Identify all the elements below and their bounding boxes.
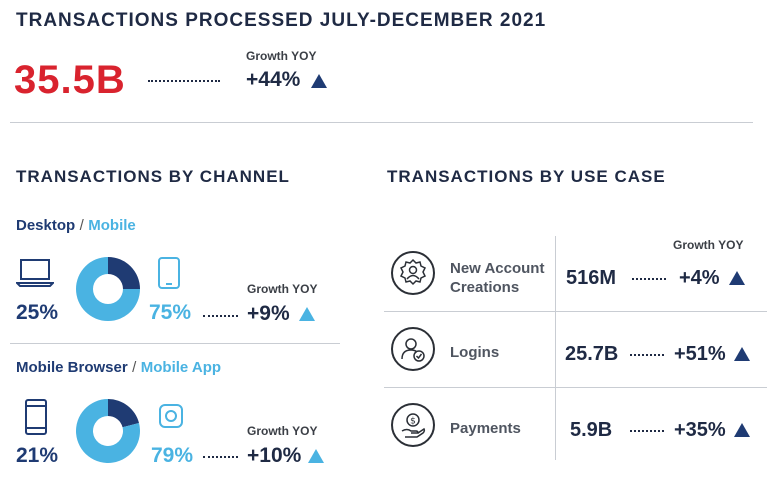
column-divider (555, 236, 556, 460)
donut-slice-mobile (76, 257, 140, 321)
badge-person-icon (391, 251, 435, 295)
legend-separator: / (79, 217, 84, 234)
donut-slice-desktop (108, 257, 140, 289)
use-case-label-line2: Creations (450, 279, 520, 296)
use-case-label-line1: New Account (450, 260, 545, 277)
use-case-value: 25.7B (565, 343, 619, 365)
legend-mobile-app: Mobile App (140, 359, 222, 376)
up-triangle-icon (311, 74, 327, 88)
mobile-browser-percent: 21% (16, 444, 59, 467)
mobile-browser-icon (25, 399, 47, 435)
growth-label: Growth YOY (246, 49, 317, 63)
use-case-growth: +4% (679, 267, 720, 289)
svg-text:$: $ (410, 417, 416, 427)
legend-mobile: Mobile (88, 217, 136, 234)
up-triangle-icon (729, 271, 745, 285)
browser-app-donut (76, 399, 140, 463)
mobile-app-icon (159, 404, 183, 428)
growth-value: +10% (247, 444, 302, 467)
browser-app-legend: Mobile Browser / Mobile App (16, 359, 221, 377)
dotted-leader (148, 80, 220, 82)
growth-value: +44% (246, 68, 301, 91)
row-divider (384, 311, 767, 312)
dotted-leader (203, 315, 238, 317)
legend-mobile-browser: Mobile Browser (16, 359, 128, 376)
use-case-growth-label: Growth YOY (673, 238, 744, 252)
up-triangle-icon (734, 347, 750, 361)
use-case-label: Payments (450, 419, 521, 438)
phone-icon (158, 257, 180, 289)
up-triangle-icon (299, 307, 315, 321)
use-case-label: New Account Creations (450, 259, 544, 297)
use-case-label: Logins (450, 343, 499, 362)
desktop-mobile-donut (76, 257, 140, 321)
use-case-value: 5.9B (570, 419, 613, 441)
donut-slice-mobile-browser (108, 399, 139, 428)
use-case-growth: +35% (674, 419, 726, 441)
legend-separator: / (132, 359, 137, 376)
donut-slice-mobile-app (76, 399, 140, 463)
use-case-label-line1: Logins (450, 344, 500, 361)
mobile-percent: 75% (149, 301, 192, 324)
growth-label: Growth YOY (247, 424, 318, 438)
hand-coin-icon: $ (391, 403, 435, 447)
dotted-leader (203, 456, 238, 458)
mobile-app-percent: 79% (151, 444, 194, 467)
dotted-leader (630, 354, 664, 356)
use-case-growth: +51% (674, 343, 726, 365)
total-transactions-value: 35.5B (14, 58, 126, 102)
growth-value: +9% (247, 302, 290, 325)
dotted-leader (632, 278, 666, 280)
divider (10, 122, 753, 123)
divider (10, 343, 340, 344)
desktop-mobile-legend: Desktop / Mobile (16, 217, 136, 235)
use-case-label-line1: Payments (450, 420, 521, 437)
channel-section-title: TRANSACTIONS BY CHANNEL (16, 167, 290, 186)
page-title: TRANSACTIONS PROCESSED JULY-DECEMBER 202… (16, 10, 547, 31)
use-case-value: 516M (566, 267, 617, 289)
row-divider (384, 387, 767, 388)
dotted-leader (630, 430, 664, 432)
up-triangle-icon (734, 423, 750, 437)
desktop-percent: 25% (16, 301, 59, 324)
use-case-section-title: TRANSACTIONS BY USE CASE (387, 167, 666, 186)
laptop-icon (16, 259, 54, 287)
up-triangle-icon (308, 449, 324, 463)
user-check-icon (391, 327, 435, 371)
legend-desktop: Desktop (16, 217, 76, 234)
growth-label: Growth YOY (247, 282, 318, 296)
